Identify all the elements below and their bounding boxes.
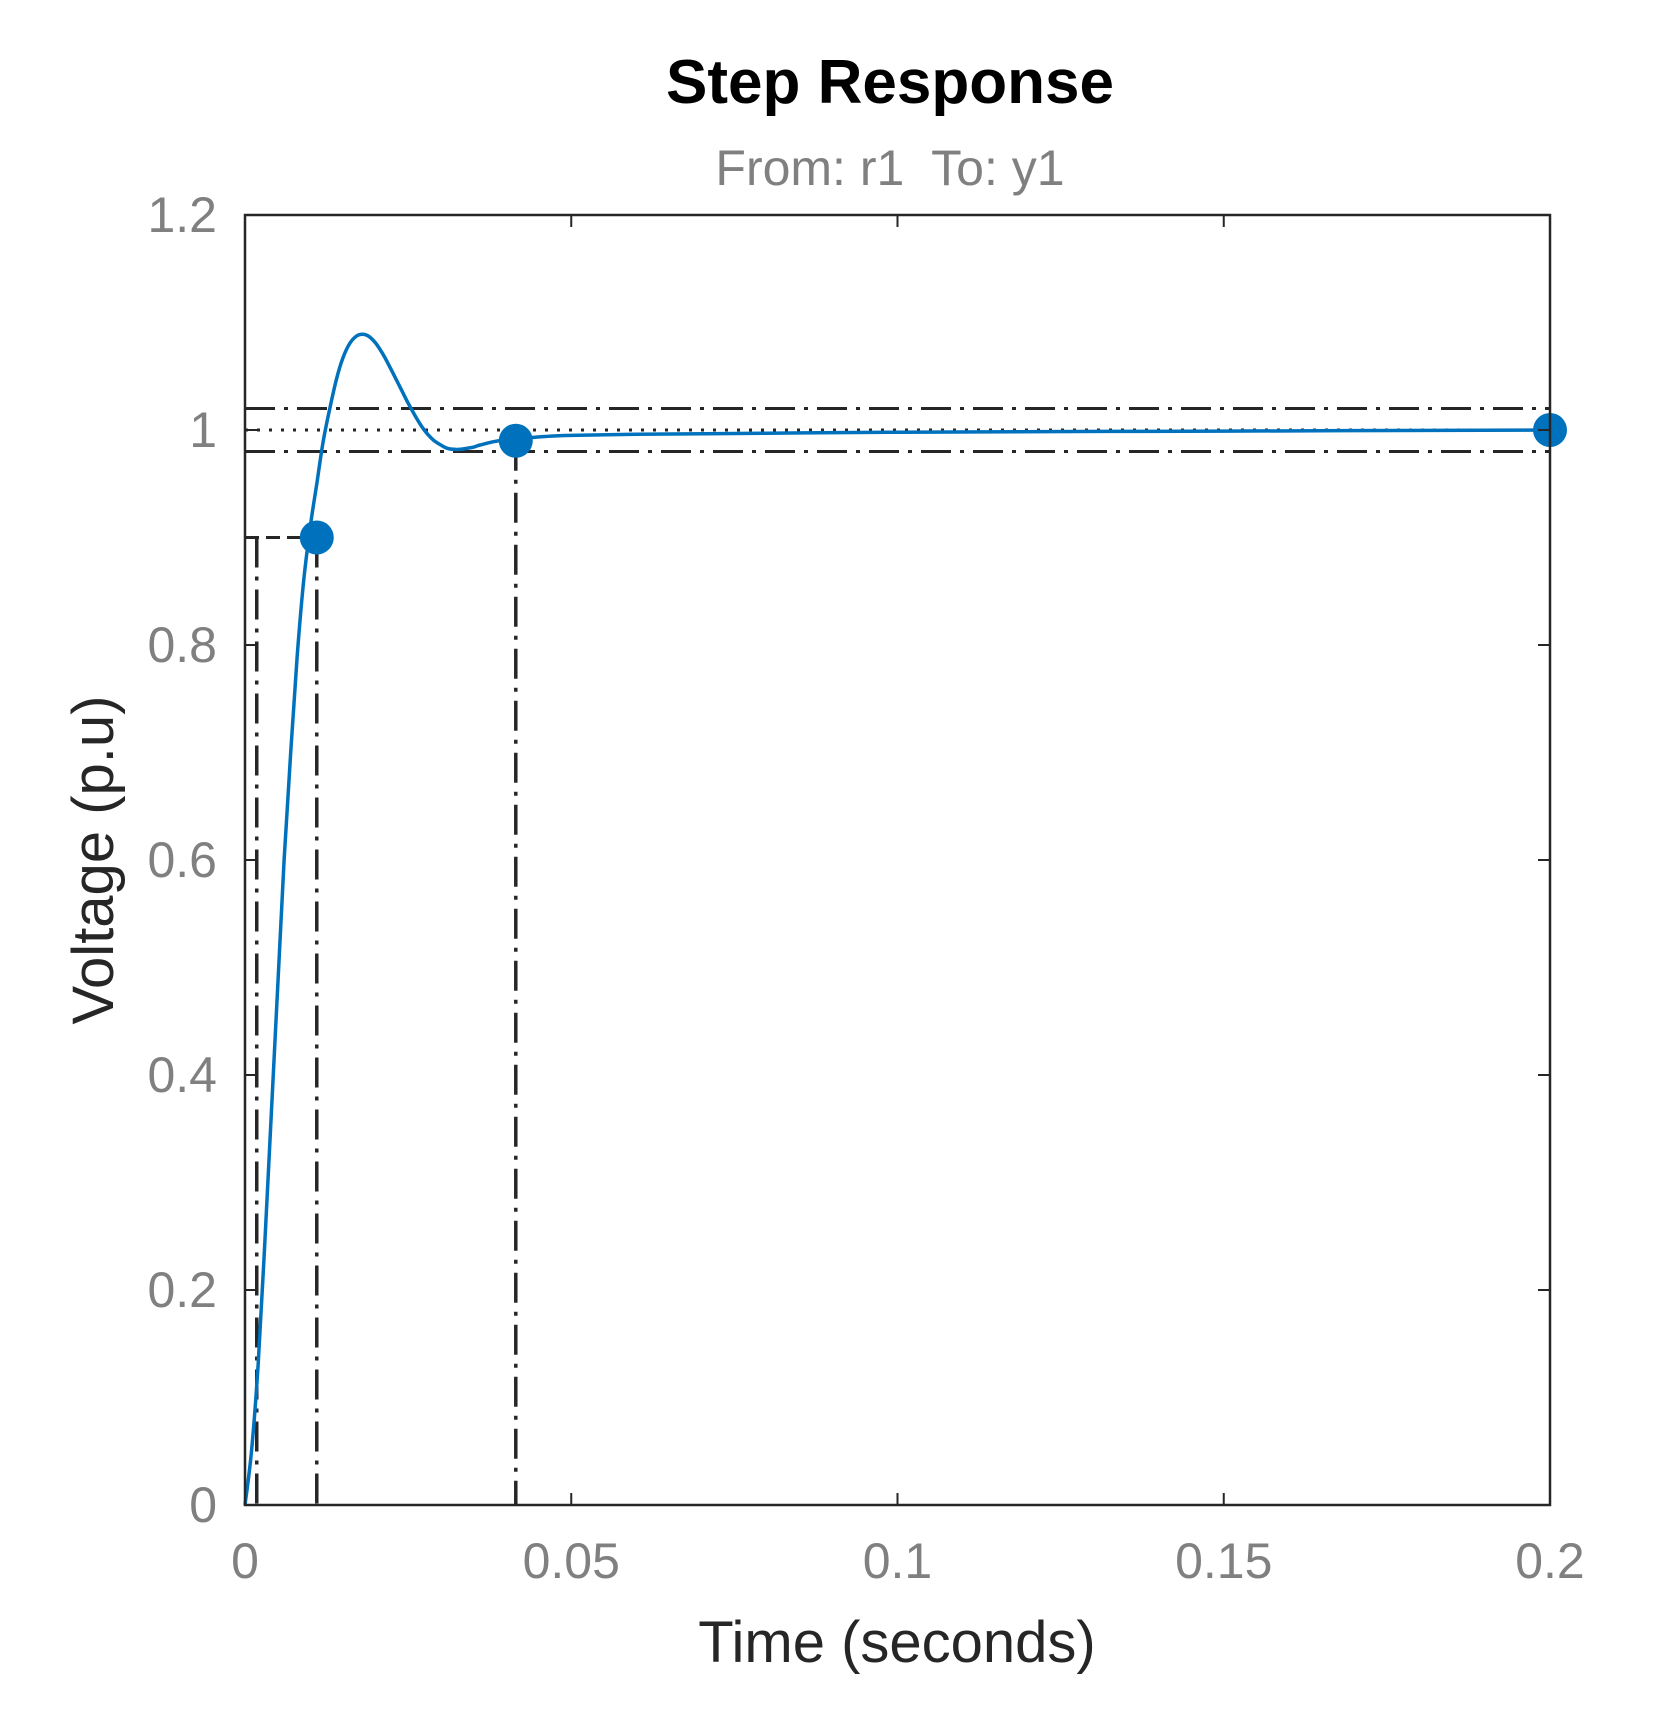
x-tick-label: 0.05 [523,1533,620,1589]
y-tick-label: 0.8 [147,617,217,673]
y-tick-label: 0.2 [147,1262,217,1318]
x-tick-label: 0 [231,1533,259,1589]
x-tick-labels: 0 0.05 0.1 0.15 0.2 [231,1533,1585,1589]
series-layer [243,332,1551,1506]
y-tick-label: 1 [189,402,217,458]
chart-title: Step Response [666,48,1114,117]
characteristic-marker[interactable] [498,423,533,458]
step-response-line [243,332,1551,1506]
y-tick-labels: 0 0.2 0.4 0.6 0.8 1 1.2 [147,187,217,1533]
tick-marks [244,214,1551,1506]
x-tick-label: 0.15 [1175,1533,1272,1589]
y-tick-label: 0 [189,1477,217,1533]
x-tick-label: 0.2 [1515,1533,1585,1589]
reference-lines [245,407,1550,1505]
chart-subtitle: From: r1 To: y1 [715,140,1064,196]
x-tick-label: 0.1 [863,1533,933,1589]
plot-area [243,213,1567,1507]
y-tick-label: 1.2 [147,187,217,243]
y-axis-label: Voltage (p.u) [61,696,126,1025]
y-tick-label: 0.4 [147,1047,217,1103]
characteristic-marker[interactable] [299,520,334,555]
x-axis-label: Time (seconds) [698,1610,1096,1675]
y-tick-label: 0.6 [147,832,217,888]
